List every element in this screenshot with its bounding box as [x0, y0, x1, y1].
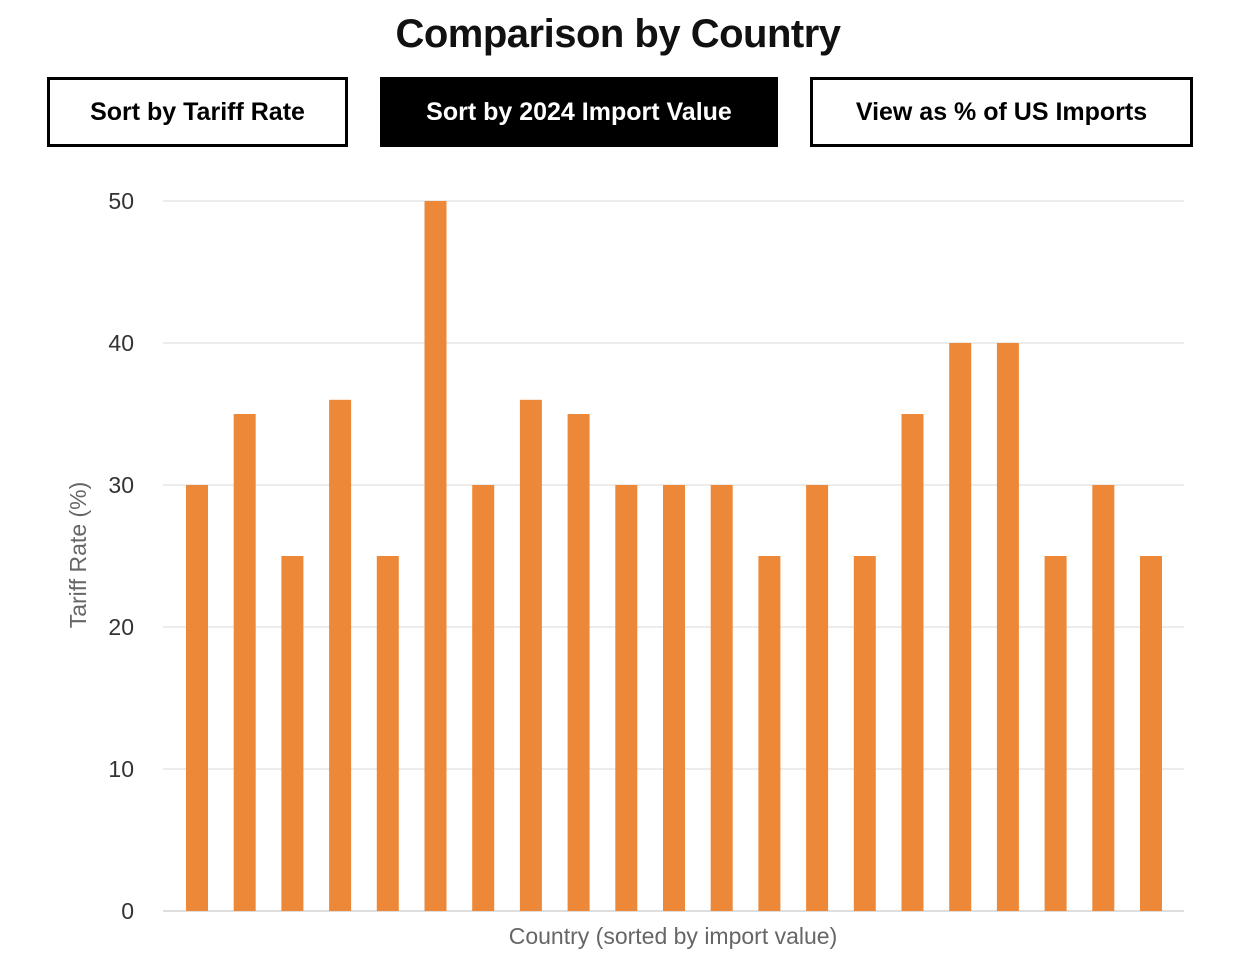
bars	[186, 201, 1162, 911]
bar[interactable]	[424, 201, 447, 911]
bar[interactable]	[901, 414, 924, 911]
bar[interactable]	[567, 414, 590, 911]
bar[interactable]	[806, 485, 829, 911]
bar[interactable]	[663, 485, 685, 911]
y-tick-label: 50	[108, 188, 134, 214]
x-axis-label: Country (sorted by import value)	[509, 923, 838, 949]
view-as-percent-of-us-imports-button[interactable]: View as % of US Imports	[810, 77, 1193, 147]
bar[interactable]	[710, 485, 733, 911]
bar[interactable]	[233, 414, 256, 911]
y-tick-label: 20	[108, 614, 134, 640]
y-tick-label: 30	[108, 472, 134, 498]
y-axis-label: Tariff Rate (%)	[65, 482, 91, 629]
bar[interactable]	[853, 556, 876, 911]
bar[interactable]	[519, 399, 542, 911]
bar[interactable]	[758, 556, 781, 911]
chart-title: Comparison by Country	[395, 12, 841, 56]
bar[interactable]	[376, 556, 399, 911]
bar[interactable]	[615, 485, 638, 911]
y-tick-label: 10	[108, 756, 134, 782]
bar[interactable]	[1092, 485, 1115, 911]
y-tick-label: 40	[108, 330, 134, 356]
y-axis-ticks: 0 10 20 30 40 50	[108, 188, 134, 924]
bar[interactable]	[186, 485, 208, 911]
bar[interactable]	[949, 343, 972, 911]
bar[interactable]	[329, 399, 352, 911]
bar[interactable]	[996, 343, 1019, 911]
sort-by-import-value-button[interactable]: Sort by 2024 Import Value	[380, 77, 778, 147]
bar[interactable]	[1140, 556, 1162, 911]
bar[interactable]	[281, 556, 304, 911]
y-tick-label: 0	[121, 898, 134, 924]
sort-by-tariff-rate-button[interactable]: Sort by Tariff Rate	[47, 77, 348, 147]
bar[interactable]	[1044, 556, 1067, 911]
bar[interactable]	[472, 485, 495, 911]
